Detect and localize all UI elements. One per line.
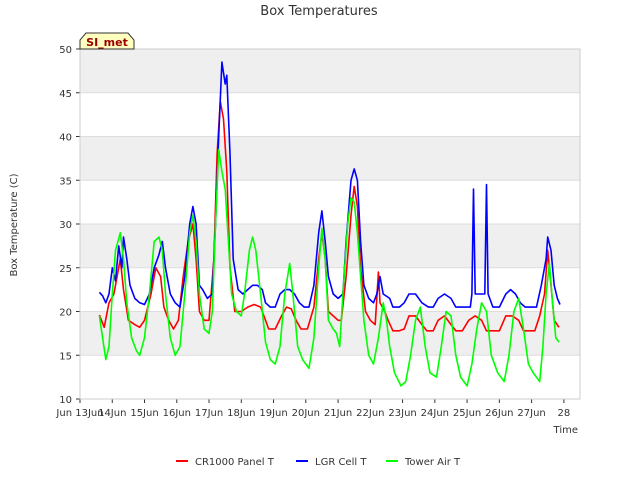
background-band (80, 136, 580, 181)
legend-label: Tower Air T (404, 457, 461, 468)
x-tick-label: 22Jun (356, 408, 384, 419)
x-tick-label: 14Jun (98, 408, 126, 419)
site-label-badge: SI_met (79, 32, 135, 50)
x-tick-label: 28 (558, 408, 571, 419)
x-tick-label: 16Jun (163, 408, 191, 419)
y-tick-label: 25 (59, 264, 72, 275)
y-tick-label: 15 (59, 351, 72, 362)
y-tick-label: 45 (59, 89, 72, 100)
legend-label: LGR Cell T (315, 457, 367, 468)
y-tick-label: 10 (59, 395, 72, 406)
background-band (80, 224, 580, 268)
series-line-tower-air-t (98, 148, 560, 387)
x-tick-label: 17Jun (195, 408, 223, 419)
background-band (80, 311, 580, 356)
legend-label: CR1000 Panel T (195, 457, 275, 468)
x-tick-label: 27Jun (517, 408, 545, 419)
series-line-cr1000-panel-t (98, 100, 560, 332)
x-tick-label: 21Jun (324, 408, 352, 419)
background-band (80, 49, 580, 93)
x-tick-label: 25Jun (453, 408, 481, 419)
x-tick-label: 19Jun (259, 408, 287, 419)
site-label-text: SI_met (86, 36, 128, 49)
x-tick-label: 15Jun (130, 408, 158, 419)
legend: CR1000 Panel T LGR Cell T Tower Air T (176, 457, 461, 468)
series-line-lgr-cell-t (98, 61, 561, 308)
y-tick-label: 30 (59, 220, 72, 231)
x-tick-label: Jun 13Jun (55, 408, 103, 419)
x-tick-label: 20Jun (292, 408, 320, 419)
chart-title: Box Temperatures (260, 4, 378, 19)
y-axis-label: Box Temperature (C) (9, 173, 20, 276)
x-axis-label: Time (553, 425, 578, 436)
x-tick-label: 26Jun (485, 408, 513, 419)
x-tick-label: 23Jun (388, 408, 416, 419)
x-tick-label: 18Jun (227, 408, 255, 419)
y-tick-label: 40 (59, 133, 72, 144)
y-tick-label: 35 (59, 176, 72, 187)
plot-frame (79, 48, 581, 400)
y-tick-label: 20 (59, 308, 72, 319)
x-tick-label: 24Jun (421, 408, 449, 419)
site-label-box (79, 32, 135, 50)
y-tick-label: 50 (59, 45, 72, 56)
